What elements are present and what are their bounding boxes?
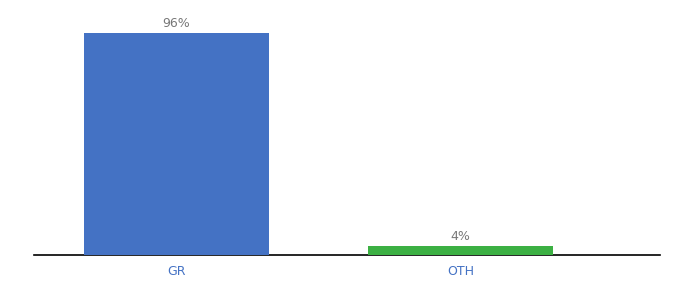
Bar (84, 33, 269, 255)
Text: 96%: 96% (163, 17, 190, 31)
Text: 4%: 4% (451, 230, 471, 243)
Bar (368, 246, 553, 255)
